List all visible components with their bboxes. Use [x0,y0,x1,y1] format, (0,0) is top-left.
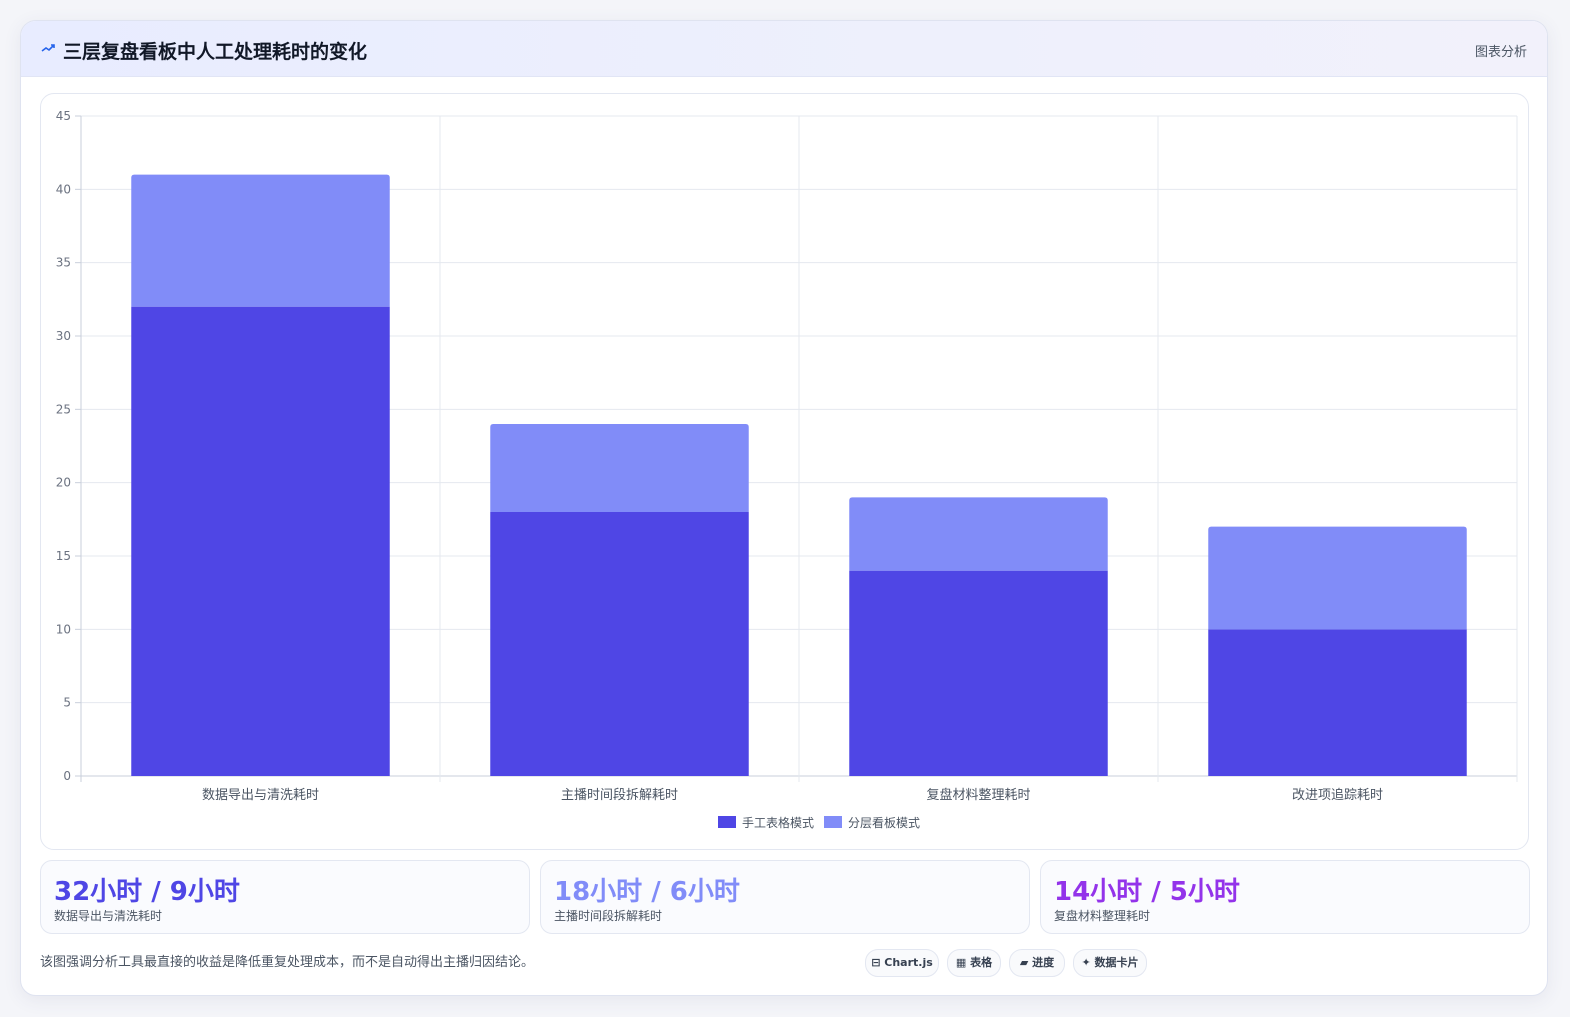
chart-area: 0 5 10 15 20 25 30 35 40 45 数据导出与清洗耗时 主播时间段拆解耗时 复盘材料… [40,93,1529,850]
y-tick-label: 40 [56,182,71,196]
y-tick-label: 10 [56,622,71,636]
x-tick-label: 主播时间段拆解耗时 [561,788,678,803]
x-tick-label: 改进项追踪耗时 [1292,787,1383,803]
legend-swatch [718,816,736,828]
bar-segment [849,497,1108,571]
y-tick-label: 35 [56,256,71,270]
progress-icon: ▰ [1019,956,1033,969]
stat-card-1-label: 数据导出与清洗耗时 [54,909,163,923]
chip-progress-label: 进度 [1032,956,1055,969]
y-tick-label: 45 [56,109,71,123]
chip-progress: ▰ 进度 [1009,949,1065,977]
sparkle-icon: ✦ [1081,956,1095,969]
bar-segment [1208,629,1467,776]
chart-card: 三层复盘看板中人工处理耗时的变化 图表分析 0 5 10 15 20 25 30 35 40 45… [20,20,1548,996]
footer-note: 该图强调分析工具最直接的收益是降低重复处理成本，而不是自动得出主播归因结论。 [40,955,535,970]
stacked-bar-chart: 0 5 10 15 20 25 30 35 40 45 数据导出与清洗耗时 主播时间段拆解耗时 复盘材料… [56,109,1518,830]
chart-icon: ⊟ [871,956,885,969]
bar-segment [490,424,749,512]
chip-data-card-label: 数据卡片 [1094,956,1139,969]
bar-segment [849,570,1108,776]
bar-segment [131,306,390,776]
table-icon: ▦ [955,956,971,969]
chip-chartjs-label: Chart.js [884,956,933,969]
card-header: 三层复盘看板中人工处理耗时的变化 图表分析 [21,21,1547,77]
bar-segment [131,174,390,307]
y-tick-label: 0 [63,769,71,783]
legend-label: 分层看板模式 [848,816,920,830]
stat-card-1-value: 32小时 / 9小时 [54,877,240,907]
stat-card-2: 18小时 / 6小时 主播时间段拆解耗时 [540,860,1030,934]
y-tick-label: 25 [56,402,71,416]
x-tick-label: 数据导出与清洗耗时 [202,788,319,803]
stat-card-3-value: 14小时 / 5小时 [1054,877,1240,907]
legend-swatch [824,816,842,828]
chip-chartjs: ⊟ Chart.js [865,949,939,977]
chart-title: 三层复盘看板中人工处理耗时的变化 [63,41,368,63]
y-tick-label: 20 [56,476,71,490]
stat-card-3: 14小时 / 5小时 复盘材料整理耗时 [1040,860,1530,934]
chip-table-label: 表格 [970,956,993,969]
y-tick-label: 15 [56,549,71,563]
stat-card-2-value: 18小时 / 6小时 [554,877,740,907]
chip-data-card: ✦ 数据卡片 [1073,949,1147,977]
y-tick-label: 30 [56,329,71,343]
chip-table: ▦ 表格 [947,949,1001,977]
legend-label: 手工表格模式 [742,815,814,830]
stat-card-2-label: 主播时间段拆解耗时 [554,909,663,923]
chart-analysis-tag: 图表分析 [1474,45,1527,60]
y-tick-label: 5 [63,696,71,710]
bar-segment [490,512,749,776]
stat-card-1: 32小时 / 9小时 数据导出与清洗耗时 [40,860,530,934]
stat-card-3-label: 复盘材料整理耗时 [1054,909,1151,923]
trend-line-icon [41,44,55,52]
x-tick-label: 复盘材料整理耗时 [926,787,1030,803]
bar-segment [1208,526,1467,630]
